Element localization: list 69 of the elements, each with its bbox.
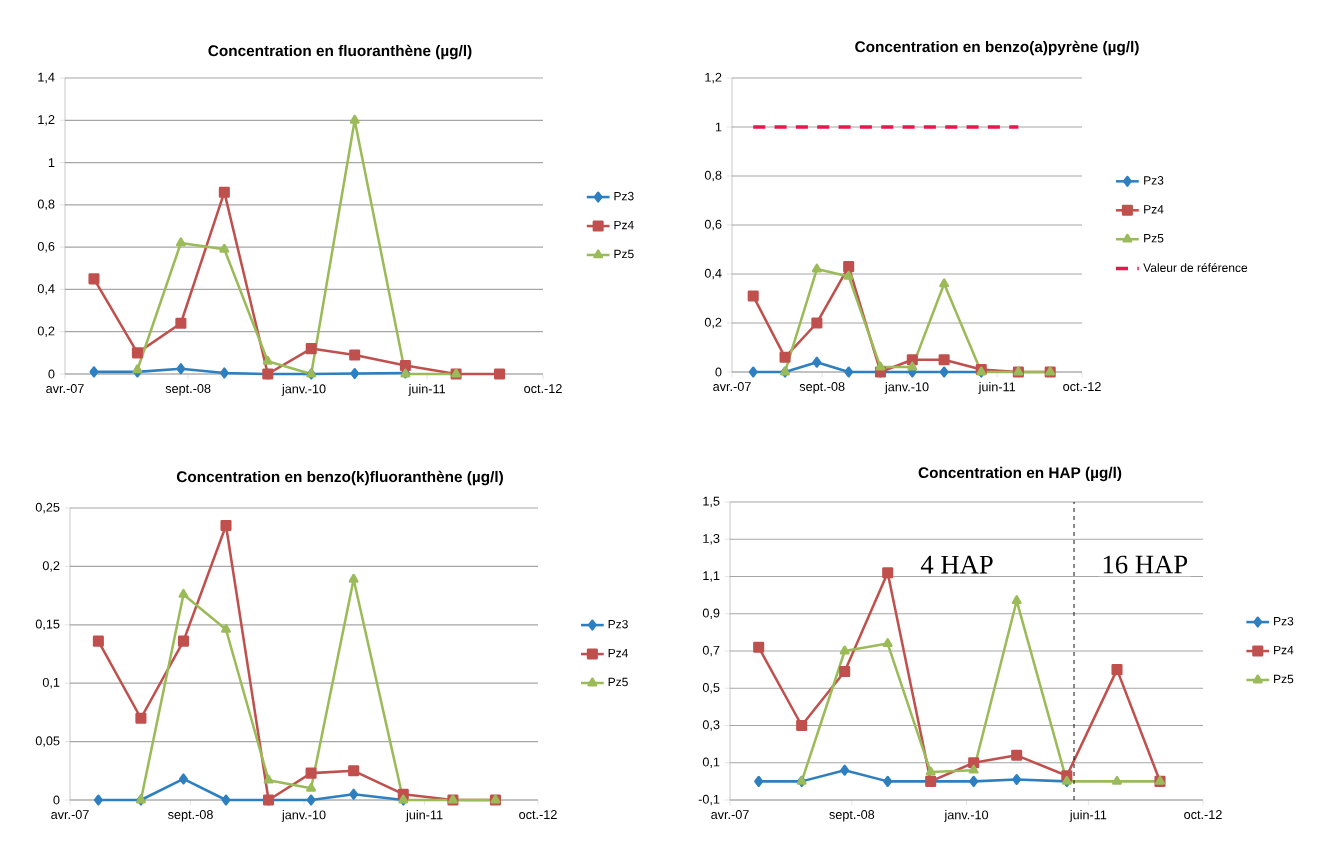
y-tick-label: 0,8	[704, 170, 722, 182]
legend-label: Pz5	[614, 249, 634, 259]
y-tick-label: 0,2	[37, 326, 55, 337]
y-tick-label: 0,1	[702, 757, 720, 768]
x-tick-label: oct.-12	[524, 384, 562, 394]
x-tick-label: janv.-10	[884, 382, 929, 394]
x-tick-label: oct.-12	[519, 810, 557, 820]
chart-title: Concentration en benzo(a)pyrène (µg/l)	[855, 40, 1139, 56]
y-tick-label: 0,15	[35, 619, 60, 631]
legend-label: Pz5	[1144, 234, 1164, 243]
x-tick-label: sept.-08	[168, 810, 213, 822]
legend-label: Pz3	[614, 191, 634, 201]
legend-label: Pz4	[608, 648, 628, 658]
x-tick-label: oct.-12	[1184, 810, 1222, 820]
y-tick-label: 0,3	[702, 720, 720, 731]
y-tick-label: 1,3	[703, 534, 720, 545]
legend-label: Pz4	[1144, 205, 1164, 214]
y-tick-label: 0	[715, 367, 722, 377]
y-tick-label: 1,2	[38, 115, 55, 126]
legend-label: Pz5	[608, 677, 628, 687]
chart-title: Concentration en benzo(k)fluoranthène (µg/l)	[176, 470, 503, 486]
legend-label: Pz3	[1144, 176, 1164, 185]
x-tick-label: juin-11	[405, 810, 443, 822]
y-tick-label: 0,9	[702, 608, 720, 619]
y-tick-label: 0,4	[704, 268, 722, 280]
y-tick-label: 1,1	[703, 571, 720, 582]
x-tick-label: janv.-10	[281, 384, 326, 396]
y-tick-label: 0,6	[704, 219, 722, 231]
y-tick-label: 0,8	[37, 199, 55, 211]
annotation: 4 HAP	[920, 555, 993, 574]
y-tick-label: 0,1	[42, 677, 60, 689]
x-tick-label: oct.-12	[1063, 382, 1101, 392]
y-tick-label: 1,4	[38, 72, 55, 84]
chart-title: Concentration en HAP (µg/l)	[918, 466, 1122, 482]
x-tick-label: juin-11	[978, 382, 1016, 394]
x-tick-label: janv.-10	[944, 810, 989, 822]
x-tick-label: janv.-10	[281, 810, 326, 822]
x-tick-label: avr.-07	[713, 382, 751, 392]
x-tick-label: juin-11	[1069, 810, 1107, 822]
annotation: 16 HAP	[1103, 555, 1188, 574]
x-tick-label: avr.-07	[46, 384, 84, 394]
legend-label: Pz4	[1274, 645, 1294, 655]
legend-label: Pz3	[1274, 616, 1294, 626]
y-tick-label: 1	[715, 122, 722, 132]
y-tick-label: 1,5	[703, 496, 720, 508]
x-tick-label: juin-11	[408, 384, 446, 396]
y-tick-label: 0,7	[702, 645, 720, 657]
legend-label: Pz4	[614, 220, 634, 230]
y-tick-label: 0,25	[35, 502, 60, 514]
x-tick-label: avr.-07	[51, 810, 89, 820]
chart-title: Concentration en fluoranthène (µg/l)	[208, 44, 472, 60]
y-tick-label: 0,2	[42, 561, 60, 572]
x-tick-label: avr.-07	[711, 810, 749, 820]
y-tick-label: 0	[48, 369, 55, 379]
y-tick-label: 0	[53, 795, 60, 805]
legend-label: Pz5	[1274, 674, 1294, 684]
legend-label: Valeur de référence	[1143, 263, 1248, 272]
legend-label: Pz3	[608, 619, 628, 629]
y-tick-label: 1	[48, 158, 55, 167]
x-tick-label: sept.-08	[829, 810, 875, 822]
y-tick-label: -0,1	[698, 794, 720, 806]
x-tick-label: sept.-08	[165, 384, 211, 396]
y-tick-label: 0,6	[37, 241, 55, 253]
y-tick-label: 0,2	[704, 317, 722, 329]
y-tick-label: 0,05	[35, 736, 60, 747]
x-tick-label: sept.-08	[799, 382, 845, 394]
y-tick-label: 1,2	[705, 72, 722, 84]
y-tick-label: 0,5	[702, 683, 720, 694]
y-tick-label: 0,4	[37, 284, 55, 295]
